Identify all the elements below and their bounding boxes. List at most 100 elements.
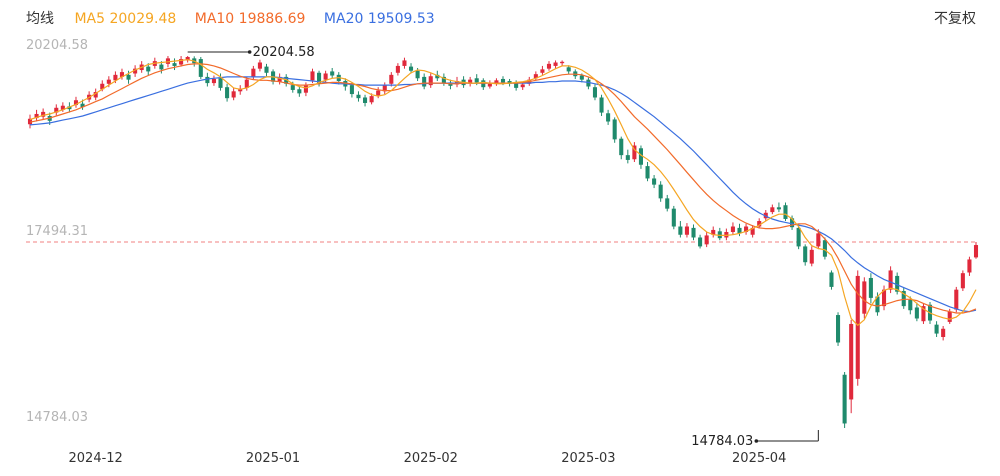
candle-body xyxy=(960,273,965,289)
candle-body xyxy=(750,227,755,235)
candle-body xyxy=(836,315,841,343)
candle-body xyxy=(231,91,236,98)
ma-legend: 均线 MA5 20029.48 MA10 19886.69 MA20 19509… xyxy=(26,8,449,28)
candle-body xyxy=(494,80,499,84)
candle-body xyxy=(914,307,919,319)
ma5-line xyxy=(29,59,977,327)
candle-body xyxy=(684,226,689,235)
candle-body xyxy=(323,73,328,80)
candle-body xyxy=(560,61,565,64)
candle-body xyxy=(93,92,98,98)
candle-body xyxy=(901,291,906,307)
legend-label: 均线 xyxy=(26,11,54,27)
candle-body xyxy=(27,118,33,125)
candle-body xyxy=(520,84,525,88)
candle-body xyxy=(612,119,617,140)
candle-body xyxy=(934,324,939,334)
x-tick-label: 2025-02 xyxy=(404,451,458,466)
candle-body xyxy=(566,67,571,72)
candle-body xyxy=(967,259,972,273)
candle-body xyxy=(658,184,663,199)
candle-body xyxy=(468,79,473,84)
candle-body xyxy=(369,96,374,103)
max-marker xyxy=(247,50,252,54)
candle-body xyxy=(592,87,598,98)
candle-body xyxy=(954,289,959,310)
candle-body xyxy=(73,100,79,106)
candle-body xyxy=(842,374,847,424)
candle-body xyxy=(796,227,801,247)
candle-body xyxy=(317,72,322,84)
x-tick-label: 2024-12 xyxy=(69,451,123,466)
candle-body xyxy=(349,85,354,95)
candle-body xyxy=(376,90,381,96)
candle-body xyxy=(908,299,913,311)
candle-body xyxy=(507,81,512,84)
candle-body xyxy=(921,306,926,322)
candle-body xyxy=(179,59,184,65)
candle-body xyxy=(744,226,749,233)
candle-body xyxy=(816,233,821,247)
candle-body xyxy=(389,74,394,84)
candle-body xyxy=(133,68,138,74)
candle-body xyxy=(822,240,827,257)
candle-body xyxy=(474,78,479,83)
ma10-line xyxy=(29,63,977,314)
candle-body xyxy=(146,66,151,72)
candle-body xyxy=(809,249,814,264)
candle-body xyxy=(382,85,387,92)
candle-body xyxy=(540,69,545,73)
x-tick-label: 2025-04 xyxy=(732,451,786,466)
candle-body xyxy=(80,103,85,108)
legend-ma10[interactable]: MA10 19886.69 xyxy=(194,11,306,27)
candle-body xyxy=(211,78,216,84)
candle-body xyxy=(704,235,709,245)
candle-body xyxy=(264,66,269,73)
candle-body xyxy=(205,76,210,84)
candle-body xyxy=(947,311,952,322)
candle-body xyxy=(790,218,795,228)
candle-body xyxy=(165,58,170,64)
candle-body xyxy=(855,275,860,379)
candle-body xyxy=(330,71,335,76)
candle-body xyxy=(724,232,729,238)
candle-body xyxy=(225,87,230,99)
candle-body xyxy=(119,72,125,77)
legend-ma20[interactable]: MA20 19509.53 xyxy=(323,11,435,27)
candle-body xyxy=(829,272,834,287)
candle-body xyxy=(941,328,946,338)
candle-body xyxy=(251,68,256,77)
candle-body xyxy=(60,105,65,110)
legend-ma5[interactable]: MA5 20029.48 xyxy=(74,11,177,27)
candle-body xyxy=(198,59,203,77)
candle-body xyxy=(41,111,46,117)
candle-body xyxy=(553,62,558,66)
candle-body xyxy=(730,226,735,233)
candle-body xyxy=(500,78,506,83)
candle-body xyxy=(783,205,788,219)
candle-body xyxy=(698,237,703,247)
candle-body xyxy=(402,60,407,66)
candle-body xyxy=(284,76,289,84)
candle-body xyxy=(645,166,650,179)
candle-body xyxy=(415,70,420,79)
candle-body xyxy=(638,148,643,165)
candle-body xyxy=(67,106,72,110)
candle-body xyxy=(277,76,282,82)
x-tick-label: 2025-03 xyxy=(561,451,615,466)
candle-body xyxy=(678,226,683,235)
y-tick-label: 14784.03 xyxy=(26,410,88,425)
candle-body xyxy=(514,83,519,88)
candle-body xyxy=(428,76,433,86)
candle-body xyxy=(895,275,900,292)
candle-body xyxy=(185,57,190,61)
candle-body xyxy=(441,76,446,84)
candle-body xyxy=(776,207,781,210)
candle-body xyxy=(849,323,854,400)
candle-body xyxy=(625,155,630,160)
candle-body xyxy=(481,80,486,88)
candle-body xyxy=(770,207,775,213)
y-tick-label: 20204.58 xyxy=(26,38,88,53)
adjust-mode-button[interactable]: 不复权 xyxy=(934,11,976,27)
